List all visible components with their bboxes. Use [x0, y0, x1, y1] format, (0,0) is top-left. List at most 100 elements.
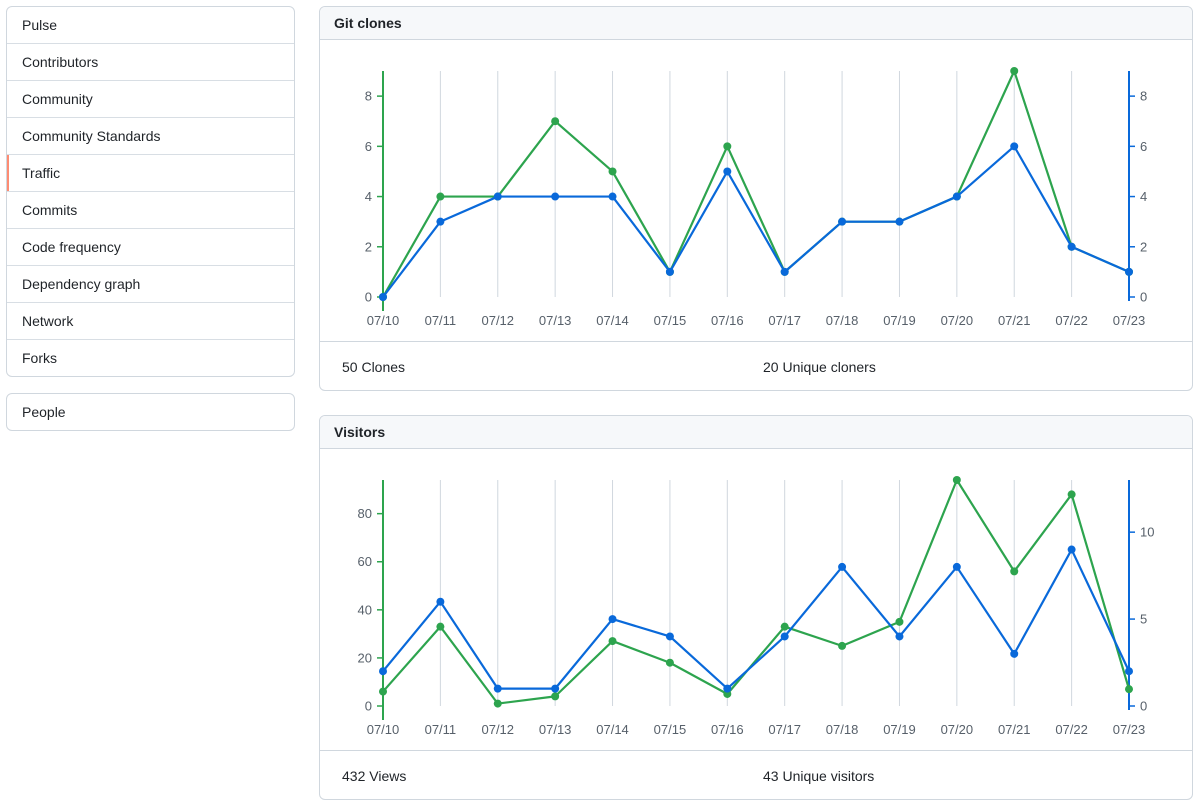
left-series-point — [1125, 685, 1133, 694]
right-series-point — [551, 684, 560, 693]
x-tick-label: 07/20 — [941, 722, 974, 737]
x-tick-label: 07/15 — [654, 722, 687, 737]
right-series-point — [723, 684, 732, 693]
sidebar-item-dependency-graph[interactable]: Dependency graph — [7, 265, 294, 302]
x-tick-label: 07/17 — [768, 313, 801, 328]
left-series-point — [436, 622, 445, 631]
x-tick-label: 07/20 — [941, 313, 974, 328]
right-series-point — [838, 562, 847, 571]
git-clones-footer: 50 Clones 20 Unique cloners — [320, 342, 1192, 390]
sidebar-item-code-frequency[interactable]: Code frequency — [7, 228, 294, 265]
sidebar-item-community[interactable]: Community — [7, 80, 294, 117]
left-axis-tick-label: 4 — [365, 189, 372, 204]
left-series-point — [1067, 490, 1076, 499]
git-clones-title: Git clones — [320, 7, 1192, 40]
sidebar-item-contributors[interactable]: Contributors — [7, 43, 294, 80]
right-series-point — [493, 192, 502, 201]
left-series-point — [551, 692, 560, 701]
right-series-point — [1125, 267, 1133, 276]
left-axis-tick-label: 60 — [358, 554, 372, 569]
x-tick-label: 07/12 — [481, 313, 514, 328]
left-axis-tick-label: 6 — [365, 139, 372, 154]
right-axis-tick-label: 2 — [1140, 239, 1147, 254]
clones-total: 50 Clones — [342, 359, 406, 375]
right-series-point — [436, 217, 445, 226]
sidebar-item-commits[interactable]: Commits — [7, 191, 294, 228]
right-series-point — [379, 293, 387, 301]
right-series-point — [379, 667, 387, 676]
sidebar-item-network[interactable]: Network — [7, 302, 294, 339]
visitors-footer: 432 Views 43 Unique visitors — [320, 751, 1192, 799]
right-series-point — [952, 192, 961, 201]
right-series-point — [838, 217, 847, 226]
x-tick-label: 07/14 — [596, 313, 629, 328]
right-series-point — [723, 167, 732, 176]
x-tick-label: 07/13 — [539, 722, 572, 737]
unique-visitors: 43 Unique visitors — [763, 768, 875, 784]
x-tick-label: 07/22 — [1055, 722, 1088, 737]
left-series-point — [780, 622, 789, 631]
right-series-point — [436, 597, 445, 606]
left-series-point — [723, 142, 732, 151]
unique-cloners: 20 Unique cloners — [763, 359, 876, 375]
sidebar-item-community-standards[interactable]: Community Standards — [7, 117, 294, 154]
x-tick-label: 07/10 — [367, 722, 400, 737]
left-axis-tick-label: 2 — [365, 239, 372, 254]
x-tick-label: 07/10 — [367, 313, 400, 328]
right-series-point — [780, 267, 789, 276]
right-axis-tick-label: 10 — [1140, 525, 1154, 540]
x-tick-label: 07/23 — [1113, 313, 1146, 328]
sidebar-item-people[interactable]: People — [22, 404, 66, 420]
left-series-point — [608, 167, 617, 176]
x-tick-label: 07/19 — [883, 722, 916, 737]
visitors-chart: 07/10 07/11 07/12 07/13 07/14 07/15 07/16 07/17… — [358, 476, 1154, 737]
left-axis-tick-label: 80 — [358, 506, 372, 521]
traffic-sidebar-nav: Pulse Contributors Community Community S… — [6, 6, 295, 377]
x-tick-label: 07/21 — [998, 313, 1031, 328]
right-series-point — [780, 632, 789, 641]
left-series-point — [1010, 567, 1019, 576]
sidebar-item-pulse[interactable]: Pulse — [22, 17, 58, 33]
left-series-point — [436, 192, 445, 201]
sidebar-item-traffic[interactable]: Traffic — [7, 154, 294, 191]
right-series-point — [1067, 242, 1076, 251]
right-series-point — [665, 267, 674, 276]
git-clones-panel: Git clones 07/10 07/11 07/12 07/13 07/14 07/1… — [319, 6, 1193, 391]
left-series-line — [382, 478, 1131, 705]
x-tick-label: 07/15 — [654, 313, 687, 328]
x-tick-label: 07/11 — [425, 722, 457, 737]
sidebar-item-forks[interactable]: Forks — [7, 339, 294, 376]
left-axis-tick-label: 0 — [365, 290, 372, 305]
x-tick-label: 07/22 — [1055, 313, 1088, 328]
x-tick-label: 07/11 — [425, 313, 457, 328]
left-axis-tick-label: 20 — [358, 650, 372, 665]
right-axis-tick-label: 0 — [1140, 699, 1147, 714]
right-series-point — [952, 562, 961, 571]
right-series-line — [382, 548, 1130, 690]
right-series-point — [895, 632, 904, 641]
visitors-title: Visitors — [320, 416, 1192, 449]
x-tick-label: 07/21 — [998, 722, 1031, 737]
x-tick-label: 07/23 — [1113, 722, 1146, 737]
right-series-point — [608, 192, 617, 201]
x-tick-label: 07/16 — [711, 722, 744, 737]
views-total: 432 Views — [342, 768, 407, 784]
x-tick-label: 07/12 — [481, 722, 514, 737]
right-series-point — [1010, 142, 1019, 151]
x-tick-label: 07/14 — [596, 722, 629, 737]
left-series-line — [382, 69, 1130, 298]
right-series-line — [382, 145, 1130, 298]
left-series-point — [838, 641, 847, 650]
right-axis-tick-label: 0 — [1140, 290, 1147, 305]
right-series-point — [1067, 545, 1076, 554]
right-series-point — [608, 615, 617, 624]
left-series-point — [551, 117, 560, 126]
x-tick-label: 07/17 — [768, 722, 801, 737]
git-clones-chart: 07/10 07/11 07/12 07/13 07/14 07/15 07/16 07/17… — [365, 67, 1147, 328]
right-axis-tick-label: 5 — [1140, 612, 1147, 627]
right-series-point — [493, 684, 502, 693]
left-series-point — [665, 658, 674, 667]
left-series-point — [895, 617, 904, 626]
left-series-point — [379, 687, 387, 696]
left-series-point — [493, 699, 502, 708]
